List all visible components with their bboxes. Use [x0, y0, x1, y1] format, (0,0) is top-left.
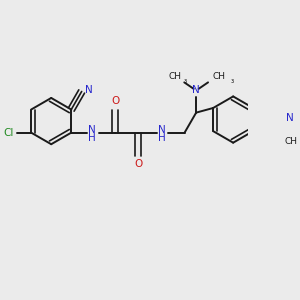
Text: Cl: Cl: [4, 128, 14, 138]
Text: N: N: [158, 125, 165, 135]
Text: N: N: [286, 113, 294, 123]
Text: O: O: [111, 96, 119, 106]
Text: N: N: [85, 85, 93, 95]
Text: CH: CH: [285, 137, 298, 146]
Text: N: N: [88, 125, 96, 135]
Text: CH: CH: [169, 72, 182, 81]
Text: ₃: ₃: [184, 76, 187, 85]
Text: H: H: [158, 134, 165, 143]
Text: CH: CH: [212, 72, 225, 81]
Text: H: H: [88, 134, 96, 143]
Text: ₃: ₃: [230, 76, 234, 85]
Text: N: N: [192, 85, 200, 95]
Text: O: O: [134, 159, 142, 169]
